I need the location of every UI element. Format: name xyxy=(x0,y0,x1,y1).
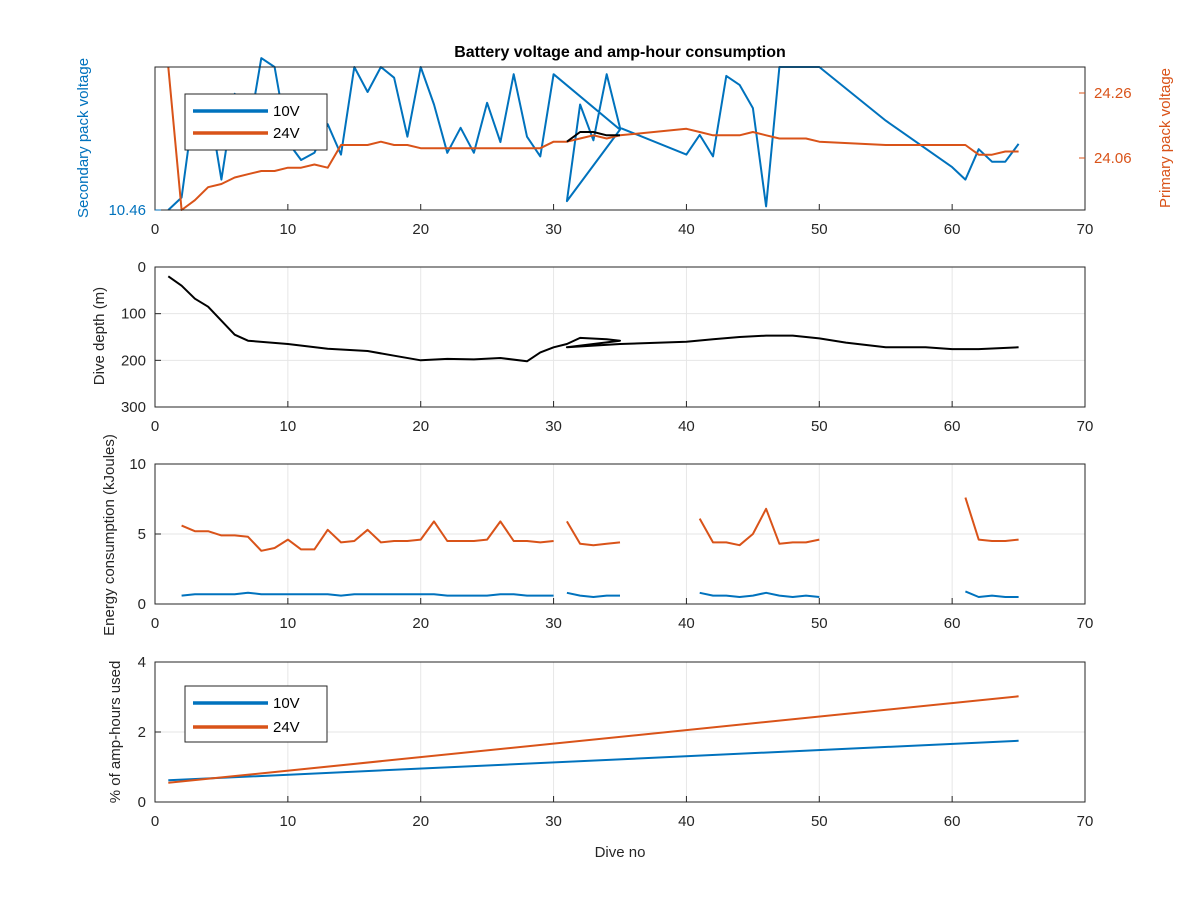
legend-24v-label: 24V xyxy=(273,125,300,142)
series-depth-line xyxy=(167,275,1019,363)
y-tick-label: 300 xyxy=(121,399,146,416)
x-tick-label: 30 xyxy=(545,615,562,632)
legend-10v-label: 10V xyxy=(273,695,300,712)
x-tick-label: 30 xyxy=(545,418,562,435)
x-tick-label: 50 xyxy=(811,418,828,435)
series-24v-line xyxy=(167,66,1019,211)
y-tick-label: 2 xyxy=(138,724,146,741)
x-tick-label: 10 xyxy=(280,615,297,632)
chart-title: Battery voltage and amp-hour consumption xyxy=(454,44,786,61)
series-depth-line-extra xyxy=(566,131,620,143)
y-tick-label: 0 xyxy=(138,794,146,811)
series-24v-line-segment-3 xyxy=(698,507,820,547)
panel-amp-hours: 0 10 20 30 40 50 60 70 024 % of amp-hours used … xyxy=(107,654,1093,861)
x-tick-label: 0 xyxy=(151,615,159,632)
series-24v-line-segment-4 xyxy=(964,497,1019,542)
x-tick-label: 70 xyxy=(1077,813,1094,830)
depth-plot-area xyxy=(154,266,1086,408)
x-tick-label: 70 xyxy=(1077,418,1094,435)
energy-axis-label: Energy consumption (kJoules) xyxy=(101,434,118,636)
panel-voltage: 0 10 20 30 40 50 60 70 10.46 24.06 24.26 Battery… xyxy=(75,44,1174,238)
y-tick-label: 100 xyxy=(121,306,146,323)
x-tick-label: 20 xyxy=(412,418,429,435)
series-24v-line-segment-1 xyxy=(181,520,554,552)
panel-energy: 0 10 20 30 40 50 60 70 0 5 10 Energy consumption … xyxy=(101,434,1093,636)
x-tick-label: 0 xyxy=(151,221,159,238)
x-tick-label: 20 xyxy=(412,221,429,238)
x-tick-label: 70 xyxy=(1077,615,1094,632)
panel-depth: 0 10 20 30 40 50 60 70 0 100 200 300 Dive depth (m… xyxy=(91,259,1093,435)
x-tick-label: 40 xyxy=(678,221,695,238)
x-tick-label: 10 xyxy=(280,221,297,238)
y-tick-label: 0 xyxy=(138,596,146,613)
x-tick-label: 20 xyxy=(412,615,429,632)
series-10v-line xyxy=(168,739,1019,782)
x-axis-label: Dive no xyxy=(595,844,646,861)
amp-hours-legend: 10V 24V xyxy=(184,685,328,743)
series-24v-line-segment-2 xyxy=(566,520,621,547)
right-y-tick-label: 24.06 xyxy=(1094,150,1132,167)
x-tick-label: 10 xyxy=(280,418,297,435)
x-tick-label: 60 xyxy=(944,813,961,830)
x-tick-label: 70 xyxy=(1077,221,1094,238)
voltage-legend: 10V 24V xyxy=(184,93,328,151)
x-tick-label: 30 xyxy=(545,221,562,238)
y-tick-label: 10.46 xyxy=(108,202,146,219)
x-tick-label: 60 xyxy=(944,221,961,238)
x-tick-label: 60 xyxy=(944,615,961,632)
x-tick-label: 30 xyxy=(545,813,562,830)
series-10v-line-segment-3 xyxy=(699,591,820,598)
depth-axis-label: Dive depth (m) xyxy=(91,287,108,385)
voltage-plot-area xyxy=(154,66,1086,211)
y-tick-label: 10 xyxy=(129,456,146,473)
primary-voltage-axis-label: Primary pack voltage xyxy=(1157,68,1174,208)
x-tick-label: 50 xyxy=(811,221,828,238)
series-10v-line-segment-2 xyxy=(566,591,620,598)
y-tick-label: 5 xyxy=(138,526,146,543)
amp-hours-axis-label: % of amp-hours used xyxy=(107,661,124,804)
series-10v-line-segment-1 xyxy=(181,591,554,597)
x-tick-label: 10 xyxy=(280,813,297,830)
x-tick-label: 0 xyxy=(151,418,159,435)
x-tick-label: 60 xyxy=(944,418,961,435)
y-tick-label: 200 xyxy=(121,352,146,369)
x-tick-label: 40 xyxy=(678,418,695,435)
series-10v-line-segment-4 xyxy=(965,590,1019,598)
series-24v-line xyxy=(168,695,1019,784)
y-tick-label: 4 xyxy=(138,654,146,671)
legend-24v-label: 24V xyxy=(273,719,300,736)
x-tick-label: 50 xyxy=(811,813,828,830)
x-tick-label: 20 xyxy=(412,813,429,830)
x-tick-label: 40 xyxy=(678,615,695,632)
secondary-voltage-axis-label: Secondary pack voltage xyxy=(75,58,92,218)
x-tick-label: 0 xyxy=(151,813,159,830)
right-y-tick-label: 24.26 xyxy=(1094,85,1132,102)
legend-10v-label: 10V xyxy=(273,103,300,120)
y-tick-label: 0 xyxy=(138,259,146,276)
x-tick-label: 50 xyxy=(811,615,828,632)
x-tick-label: 40 xyxy=(678,813,695,830)
